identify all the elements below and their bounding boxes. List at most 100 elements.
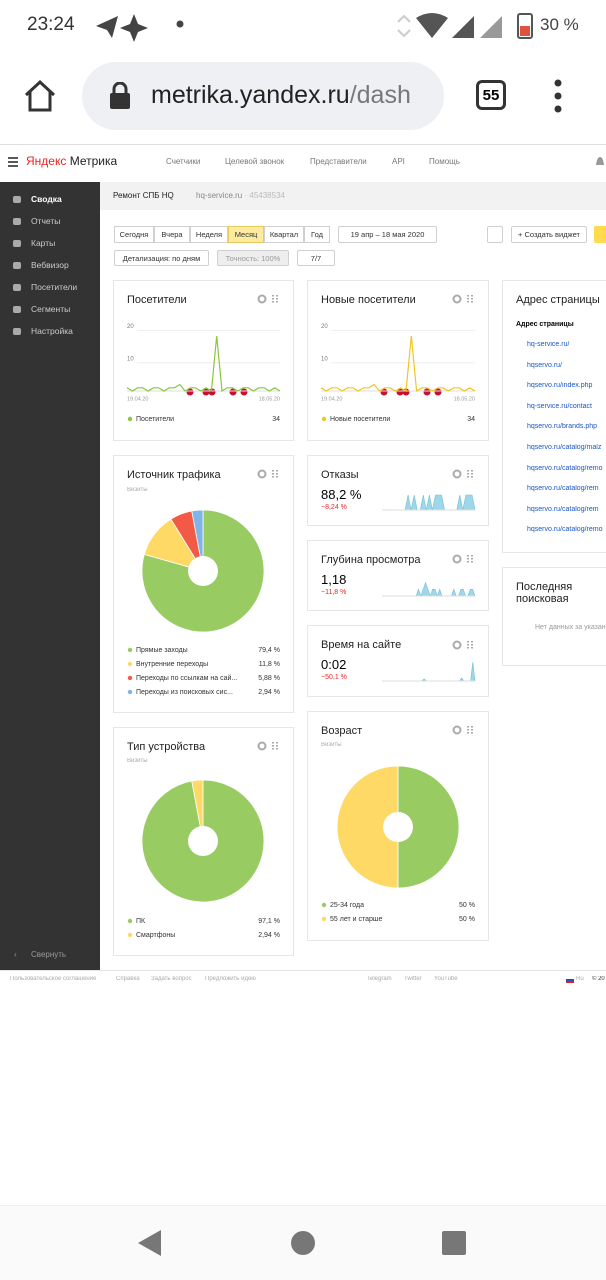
menu-button[interactable] bbox=[552, 78, 564, 114]
sidebar-icon bbox=[13, 306, 21, 313]
nav-link[interactable]: Представители bbox=[310, 157, 367, 166]
sidebar bbox=[0, 182, 100, 970]
card-bounce: Отказы 88,2 % −8,24 % bbox=[307, 455, 489, 526]
nav-link[interactable]: Целевой звонок bbox=[225, 157, 285, 166]
segments-select[interactable]: 7/7 bbox=[297, 250, 335, 266]
legend-dot bbox=[127, 675, 133, 681]
page-url[interactable]: hqservo.ru/catalog/remo bbox=[527, 464, 603, 472]
period-button[interactable]: Месяц bbox=[228, 226, 264, 243]
metric-change: −11,8 % bbox=[321, 589, 347, 596]
y-tick-label: 20 bbox=[127, 324, 134, 330]
nav-link[interactable]: API bbox=[392, 157, 405, 166]
status-icons bbox=[96, 14, 184, 42]
logo-brand: Яндекс bbox=[26, 154, 67, 168]
sidebar-item[interactable]: Отчеты bbox=[31, 216, 61, 226]
gear-icon bbox=[452, 469, 462, 479]
create-widget[interactable]: + Создать виджет bbox=[511, 226, 587, 243]
legend-dot bbox=[321, 916, 327, 922]
page-url[interactable]: hqservo.ru/catalog/malz bbox=[527, 444, 602, 451]
home-button[interactable] bbox=[22, 78, 58, 114]
page-url[interactable]: hqservo.ru/catalog/remo bbox=[527, 526, 603, 534]
period-button[interactable]: Год bbox=[304, 226, 330, 243]
widget-subtitle: Визиты bbox=[127, 758, 148, 764]
page-url[interactable]: hqservo.ru/brands.php bbox=[527, 423, 598, 431]
sidebar-item[interactable]: Настройка bbox=[31, 326, 73, 336]
sidebar-item[interactable]: Карты bbox=[31, 238, 56, 248]
sidebar-item[interactable]: Сводка bbox=[31, 194, 62, 204]
detail-select[interactable]: Детализация: по дням bbox=[114, 250, 209, 266]
sidebar-item[interactable]: Посетители bbox=[31, 282, 78, 292]
page-url[interactable]: hqservo.ru/index.php bbox=[527, 382, 593, 390]
gear-icon bbox=[257, 294, 267, 304]
legend-label: Посетители bbox=[136, 416, 174, 423]
collapse-arrow: ‹ bbox=[14, 950, 17, 959]
lang[interactable]: Ru bbox=[576, 976, 584, 982]
legend-dot bbox=[127, 661, 133, 667]
legend-label: 25-34 года bbox=[330, 902, 364, 909]
sidebar-item[interactable]: Вебвизор bbox=[31, 260, 69, 270]
nav-link[interactable]: Помощь bbox=[429, 157, 460, 166]
period-button[interactable]: Сегодня bbox=[114, 226, 154, 243]
drag-handle bbox=[272, 742, 278, 750]
footer-social[interactable]: Telegram bbox=[367, 976, 392, 982]
home[interactable] bbox=[291, 1231, 315, 1255]
footer-social[interactable]: YouTube bbox=[434, 976, 458, 982]
page-url[interactable]: hq-service.ru/ bbox=[527, 341, 570, 348]
sidebar-item[interactable]: Сегменты bbox=[31, 304, 71, 314]
page-url[interactable]: hqservo.ru/ bbox=[527, 361, 563, 369]
period-button[interactable]: Неделя bbox=[190, 226, 228, 243]
widget-title: Отказы bbox=[321, 469, 359, 481]
footer-link[interactable]: Задать вопрос bbox=[151, 976, 192, 982]
sidebar-icon bbox=[13, 196, 21, 203]
hamburger[interactable] bbox=[8, 157, 20, 167]
gear-icon bbox=[257, 469, 267, 479]
collapse[interactable]: ‹ bbox=[0, 950, 100, 962]
footer-link[interactable]: Предложить идею bbox=[205, 976, 256, 982]
legend-label: Смартфоны bbox=[136, 932, 175, 939]
collapse-label[interactable]: Свернуть bbox=[31, 950, 67, 959]
page-url[interactable]: hqservo.ru/catalog/rem bbox=[527, 485, 599, 493]
x-label: 18.05.20 bbox=[454, 396, 475, 402]
date-range[interactable]: 19 апр – 18 мая 2020 bbox=[338, 226, 437, 243]
flag bbox=[566, 977, 574, 983]
page-url[interactable]: hqservo.ru/catalog/rem bbox=[527, 505, 599, 513]
bell[interactable] bbox=[594, 154, 606, 168]
counter-id: · 45438534 bbox=[244, 191, 285, 200]
card-new-visitors: Новые посетители bbox=[307, 280, 489, 441]
footer-link[interactable]: Пользовательское соглашение bbox=[10, 976, 97, 982]
legend-value: 79,4 % bbox=[258, 647, 280, 654]
footer-social[interactable]: Twitter bbox=[404, 976, 422, 982]
counter-name[interactable]: Ремонт СПБ HQ bbox=[113, 191, 174, 200]
legend-label: ПК bbox=[136, 918, 146, 925]
widget-subtitle: Визиты bbox=[321, 742, 342, 748]
widget-title: Время на сайте bbox=[321, 639, 402, 651]
accuracy-select[interactable]: Точность: 100% bbox=[217, 250, 289, 266]
card-search: Последняя поисковая Нет данных за указан bbox=[502, 567, 606, 666]
url-bar[interactable] bbox=[82, 62, 444, 130]
copyright: © 20 bbox=[592, 976, 605, 982]
tab-count[interactable]: 55 bbox=[476, 80, 506, 110]
legend-dot bbox=[127, 416, 133, 422]
metric-change: −8,24 % bbox=[321, 504, 347, 511]
recents[interactable] bbox=[442, 1231, 466, 1255]
export[interactable] bbox=[487, 226, 503, 243]
widget-title: Тип устройства bbox=[127, 741, 206, 753]
footer-link[interactable]: Справка bbox=[116, 976, 140, 982]
sidebar-icon bbox=[13, 240, 21, 247]
period-button[interactable]: Вчера bbox=[154, 226, 190, 243]
legend-label: Переходы из поисковых сис... bbox=[136, 689, 233, 696]
logo[interactable]: Яндекс Метрика bbox=[26, 154, 117, 168]
widget-title: Последняя поисковая bbox=[516, 581, 573, 605]
back[interactable] bbox=[138, 1230, 161, 1256]
period-button[interactable]: Квартал bbox=[264, 226, 304, 243]
nav-link[interactable]: Счетчики bbox=[166, 157, 201, 166]
yellow-button[interactable] bbox=[594, 226, 606, 243]
legend-value: 50 % bbox=[459, 902, 475, 909]
pie-slice bbox=[191, 779, 204, 842]
page-url[interactable]: hq-service.ru/contact bbox=[527, 402, 592, 410]
legend-value: 11,8 % bbox=[259, 661, 280, 668]
legend-value: 50 % bbox=[459, 916, 475, 923]
logo-product: Метрика bbox=[69, 154, 118, 168]
